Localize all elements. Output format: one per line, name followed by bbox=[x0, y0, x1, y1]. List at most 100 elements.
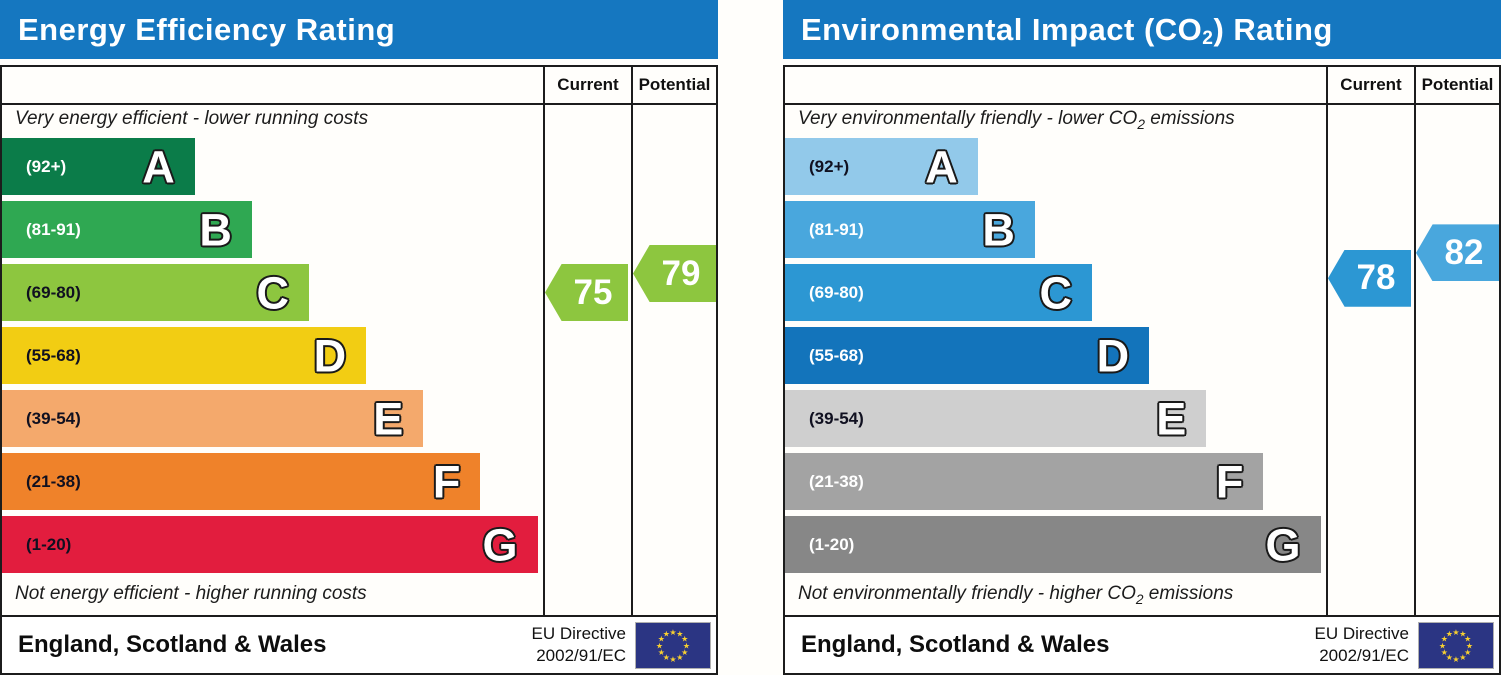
svg-text:★: ★ bbox=[681, 634, 688, 643]
svg-text:★: ★ bbox=[676, 653, 683, 662]
band-range: (39-54) bbox=[809, 408, 864, 428]
band-e: (39-54) E bbox=[785, 390, 1207, 447]
bottom-caption-sub: 2 bbox=[1135, 591, 1144, 607]
energy-efficiency-panel: Energy Efficiency Rating Current Potenti… bbox=[0, 0, 718, 675]
panel-title-sub: 2 bbox=[1202, 28, 1214, 49]
eu-directive-line2: 2002/91/EC bbox=[536, 646, 626, 665]
band-row-d: (55-68) D bbox=[785, 327, 1499, 390]
panel-title-text: Energy Efficiency Rating bbox=[18, 11, 396, 47]
potential-rating-value: 82 bbox=[1444, 232, 1484, 272]
band-c: (69-80) C bbox=[785, 264, 1093, 321]
band-d: (55-68) D bbox=[785, 327, 1150, 384]
rating-chart: Current Potential Very environmentally f… bbox=[783, 65, 1501, 617]
svg-text:★: ★ bbox=[669, 654, 676, 663]
bottom-caption-text: Not energy efficient - higher running co… bbox=[15, 583, 367, 604]
panel-title: Environmental Impact (CO 2) Rating bbox=[783, 0, 1501, 59]
eu-directive-label: EU Directive 2002/91/EC bbox=[1315, 623, 1409, 667]
bottom-caption-suffix: emissions bbox=[1143, 583, 1234, 604]
rating-bands: (92+) A (81-91) B (69-80) C (55-68) D (39-54… bbox=[2, 138, 716, 579]
svg-text:★: ★ bbox=[669, 627, 676, 636]
rating-chart: Current Potential Very energy efficient … bbox=[0, 65, 718, 617]
svg-text:★: ★ bbox=[683, 641, 690, 650]
band-f: (21-38) F bbox=[2, 453, 481, 510]
band-letter: A bbox=[142, 141, 175, 192]
band-row-g: (1-20) G bbox=[785, 516, 1499, 579]
environmental-impact-panel: Environmental Impact (CO 2) Rating Curren… bbox=[783, 0, 1501, 675]
band-row-b: (81-91) B bbox=[2, 201, 716, 264]
svg-text:★: ★ bbox=[1466, 641, 1473, 650]
svg-text:★: ★ bbox=[1464, 634, 1471, 643]
band-row-b: (81-91) B bbox=[785, 201, 1499, 264]
svg-text:★: ★ bbox=[1441, 634, 1448, 643]
band-letter: B bbox=[199, 204, 232, 255]
eu-flag-icon: ★★★ ★★★ ★★★ ★ ★★ bbox=[1418, 621, 1494, 669]
current-column-divider bbox=[1326, 67, 1328, 615]
band-range: (69-80) bbox=[809, 282, 864, 302]
panel-title-suffix: ) Rating bbox=[1213, 11, 1333, 47]
band-row-e: (39-54) E bbox=[785, 390, 1499, 453]
potential-rating-value: 79 bbox=[661, 253, 701, 293]
band-letter: D bbox=[313, 330, 347, 381]
svg-text:★: ★ bbox=[1459, 653, 1466, 662]
svg-text:★: ★ bbox=[663, 653, 670, 662]
svg-text:★: ★ bbox=[1452, 627, 1459, 636]
current-rating-arrow: 75 bbox=[545, 264, 628, 321]
band-row-f: (21-38) F bbox=[2, 453, 716, 516]
potential-column-divider bbox=[631, 67, 633, 615]
svg-text:★: ★ bbox=[663, 629, 670, 638]
band-c: (69-80) C bbox=[2, 264, 310, 321]
band-e: (39-54) E bbox=[2, 390, 424, 447]
current-column-header: Current bbox=[1340, 75, 1402, 94]
panel-title: Energy Efficiency Rating bbox=[0, 0, 718, 59]
band-row-a: (92+) A bbox=[785, 138, 1499, 201]
svg-text:★: ★ bbox=[1464, 648, 1471, 657]
top-caption: Very energy efficient - lower running co… bbox=[15, 108, 368, 132]
band-range: (21-38) bbox=[809, 471, 864, 491]
band-letter: D bbox=[1096, 330, 1130, 381]
band-b: (81-91) B bbox=[785, 201, 1035, 258]
band-range: (81-91) bbox=[26, 219, 81, 239]
band-letter: E bbox=[373, 393, 404, 444]
column-header-row: Current Potential bbox=[785, 67, 1499, 105]
svg-text:★: ★ bbox=[1459, 629, 1466, 638]
band-row-d: (55-68) D bbox=[2, 327, 716, 390]
band-row-a: (92+) A bbox=[2, 138, 716, 201]
band-letter: C bbox=[256, 267, 290, 318]
band-letter: E bbox=[1156, 393, 1187, 444]
panel-title-text: Environmental Impact (CO bbox=[801, 11, 1203, 47]
band-d: (55-68) D bbox=[2, 327, 367, 384]
band-letter: G bbox=[1265, 519, 1301, 570]
svg-text:★: ★ bbox=[1446, 653, 1453, 662]
band-range: (39-54) bbox=[26, 408, 81, 428]
band-row-c: (69-80) C bbox=[2, 264, 716, 327]
current-rating-arrow: 78 bbox=[1328, 249, 1411, 307]
band-a: (92+) A bbox=[2, 138, 195, 195]
band-b: (81-91) B bbox=[2, 201, 252, 258]
bottom-caption-text: Not environmentally friendly - higher CO bbox=[798, 583, 1136, 604]
top-caption-sub: 2 bbox=[1137, 116, 1145, 132]
current-rating-value: 78 bbox=[1356, 258, 1396, 298]
potential-column-header: Potential bbox=[1421, 75, 1494, 94]
band-range: (92+) bbox=[26, 156, 67, 176]
band-range: (1-20) bbox=[26, 534, 72, 554]
svg-text:★: ★ bbox=[1439, 641, 1446, 650]
potential-rating-arrow: 82 bbox=[1416, 224, 1499, 282]
top-caption-suffix: emissions bbox=[1144, 108, 1235, 129]
band-letter: G bbox=[482, 519, 518, 570]
band-letter: A bbox=[925, 141, 958, 192]
band-range: (21-38) bbox=[26, 471, 81, 491]
svg-text:★: ★ bbox=[1441, 648, 1448, 657]
top-caption-text: Very environmentally friendly - lower CO bbox=[798, 108, 1138, 129]
current-column-header: Current bbox=[557, 75, 619, 94]
band-a: (92+) A bbox=[785, 138, 978, 195]
potential-rating-arrow: 79 bbox=[633, 245, 716, 302]
eu-flag-icon: ★★★ ★★★ ★★★ ★ ★★ bbox=[635, 621, 711, 669]
band-row-g: (1-20) G bbox=[2, 516, 716, 579]
eu-directive-label: EU Directive 2002/91/EC bbox=[532, 623, 626, 667]
potential-column-header: Potential bbox=[638, 75, 711, 94]
potential-column-divider bbox=[1414, 67, 1416, 615]
top-caption: Very environmentally friendly - lower CO… bbox=[798, 108, 1235, 132]
svg-text:★: ★ bbox=[676, 629, 683, 638]
band-row-e: (39-54) E bbox=[2, 390, 716, 453]
